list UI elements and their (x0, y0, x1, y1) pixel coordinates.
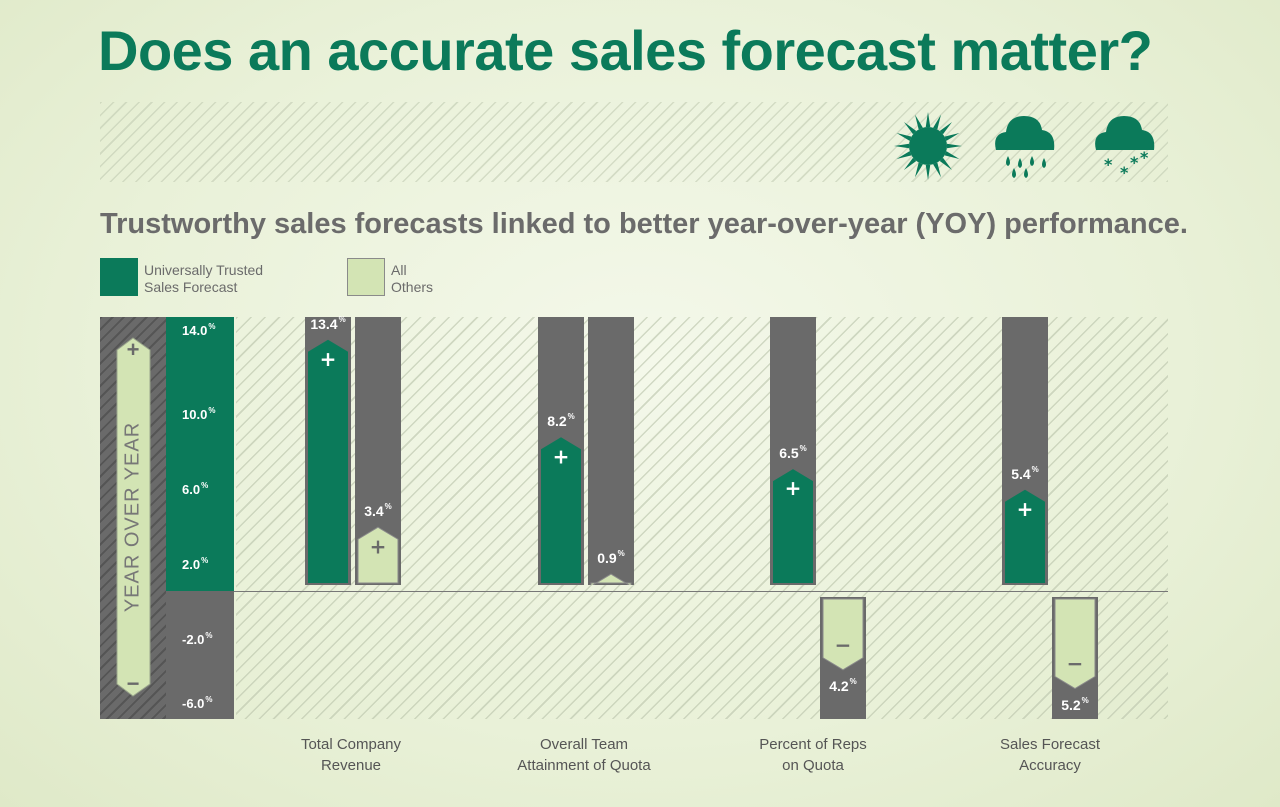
plus-icon: + (603, 581, 620, 585)
bar-trusted-2: + (770, 317, 816, 585)
data-label: 6.5% (779, 444, 807, 462)
snow-cloud-icon: * * * * (1095, 116, 1155, 180)
y-axis-negative-band (166, 591, 234, 719)
plus-icon: + (1017, 497, 1034, 521)
legend-swatch-trusted (100, 258, 138, 296)
category-label-quota: Overall Team Attainment of Quota (517, 736, 651, 774)
minus-icon: − (835, 633, 852, 657)
y-tick-label: -6.0% (182, 695, 213, 711)
y-tick-label: 10.0% (182, 405, 216, 422)
bar-others-3: − (1052, 597, 1098, 719)
data-label: 8.2% (547, 412, 575, 430)
bar-trusted-0: + (305, 317, 351, 585)
svg-text:*: * (1140, 148, 1149, 167)
legend-label-others-line1: All (391, 262, 407, 278)
y-axis-plus-sign: + (126, 337, 140, 362)
data-label: 3.4% (364, 502, 392, 520)
legend-label-others-line2: Others (391, 279, 434, 295)
data-label: 5.4% (1011, 464, 1039, 482)
data-label: 4.2% (829, 676, 857, 694)
bar-trusted-1: + (538, 317, 584, 585)
page-title: Does an accurate sales forecast matter? (98, 19, 1153, 82)
svg-text:*: * (1104, 155, 1113, 174)
legend-swatch-others (347, 258, 385, 296)
y-axis-strip: + − YEAR OVER YEAR (100, 317, 166, 719)
bar-others-2: − (820, 597, 866, 719)
bar-others-0: + (355, 317, 401, 585)
category-label-revenue: Total Company Revenue (300, 736, 402, 774)
plus-icon: + (785, 476, 802, 500)
plus-icon: + (370, 534, 387, 558)
y-axis-label: YEAR OVER YEAR (121, 421, 144, 613)
bar-others-1: + (588, 317, 634, 585)
weather-banner: * * * * (100, 102, 1168, 182)
svg-text:*: * (1120, 163, 1129, 180)
minus-icon: − (1067, 652, 1084, 676)
legend-label-trusted-line2: Sales Forecast (144, 279, 238, 295)
y-tick-label: 14.0% (182, 322, 216, 338)
bar-trusted-3: + (1002, 317, 1048, 585)
chart-subtitle: Trustworthy sales forecasts linked to be… (100, 208, 1188, 240)
svg-text:*: * (1130, 153, 1139, 172)
category-label-accuracy: Sales Forecast Accuracy (999, 736, 1101, 774)
y-tick-label: -2.0% (182, 630, 213, 647)
y-tick-label: 6.0% (182, 480, 209, 497)
y-axis-positive-band (166, 317, 234, 591)
rain-cloud-icon (995, 116, 1055, 178)
data-label: 13.4% (310, 314, 346, 332)
y-tick-label: 2.0% (182, 555, 209, 572)
data-label: 0.9% (597, 549, 625, 567)
legend-label-trusted-line1: Universally Trusted (144, 262, 264, 278)
data-label: 5.2% (1061, 695, 1089, 713)
plus-icon: + (320, 347, 337, 371)
y-axis-minus-sign: − (126, 671, 140, 696)
category-label-reps: Percent of Reps on Quota (759, 736, 867, 774)
plus-icon: + (553, 444, 570, 468)
zero-baseline (234, 591, 1168, 592)
sun-icon (894, 112, 962, 180)
